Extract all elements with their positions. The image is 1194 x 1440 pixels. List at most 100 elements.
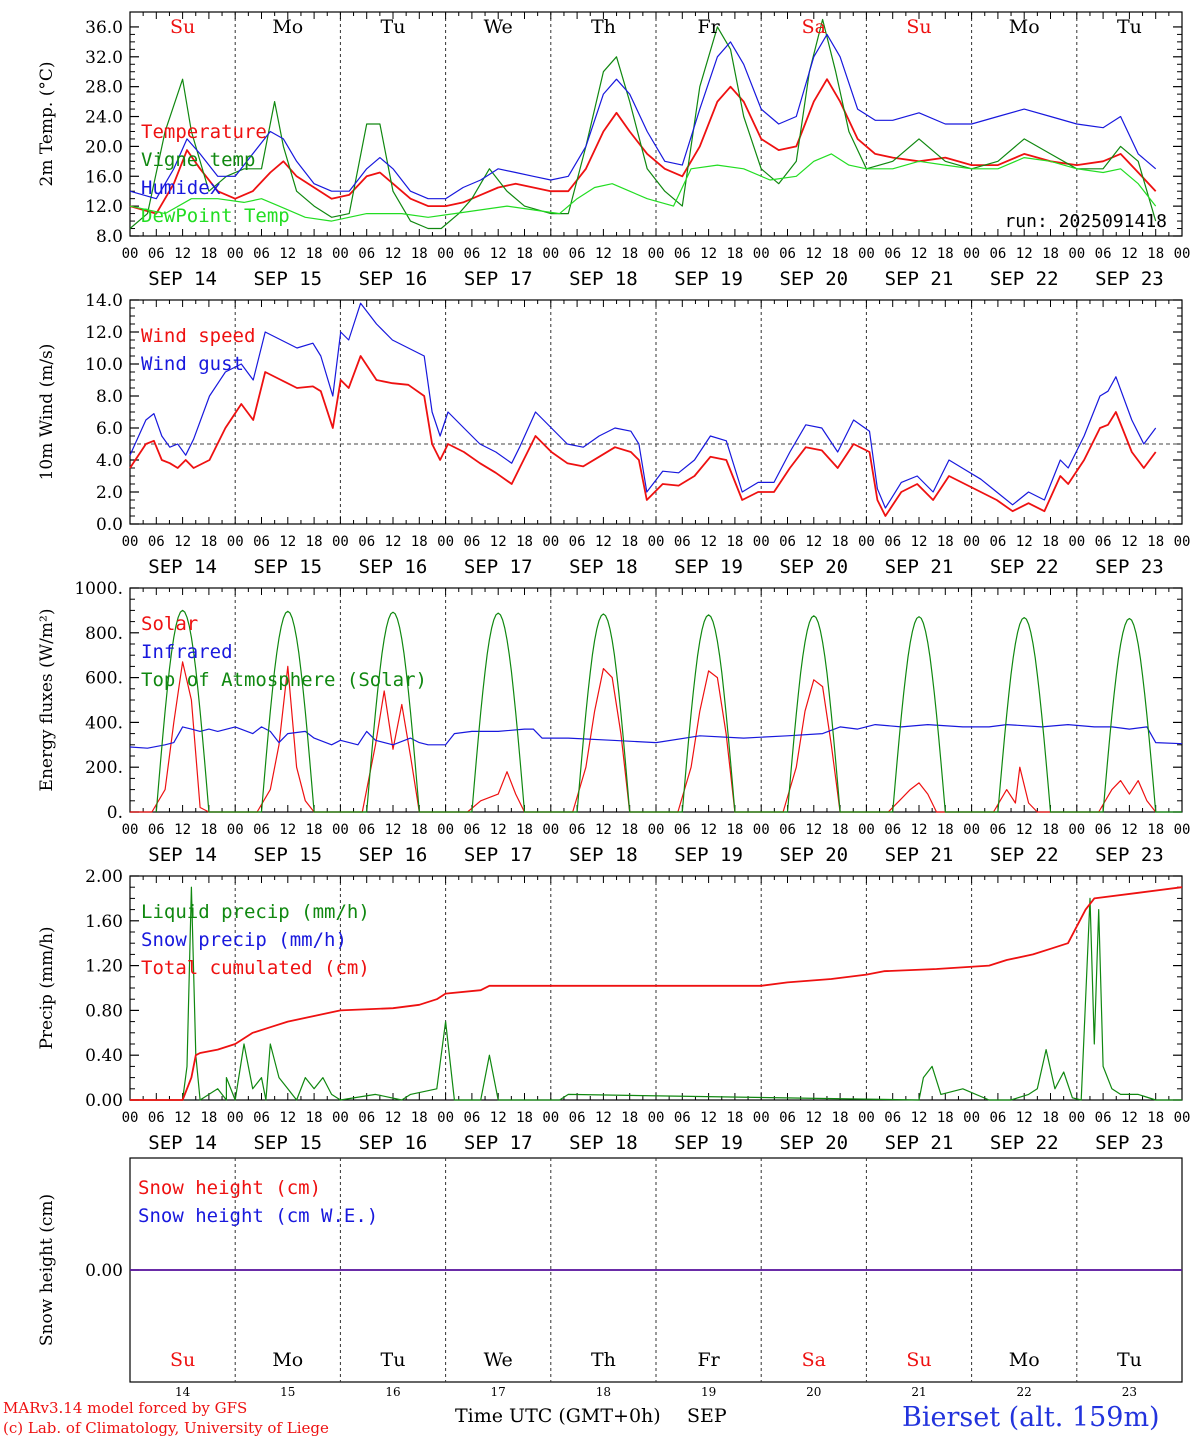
- y-axis-label: Energy fluxes (W/m²): [37, 609, 57, 792]
- hour-tick-label: 12: [911, 534, 928, 550]
- day-number-label: 14: [175, 1385, 191, 1399]
- hour-tick-label: 12: [805, 1110, 822, 1126]
- hour-tick-label: 18: [726, 534, 743, 550]
- y-tick-label: 8.0: [96, 227, 123, 247]
- date-label: SEP 16: [359, 268, 428, 290]
- hour-tick-label: 12: [174, 822, 191, 838]
- hour-tick-label: 18: [306, 1110, 323, 1126]
- legend-entry: Snow precip (mm/h): [141, 929, 347, 951]
- hour-tick-label: 00: [1174, 1110, 1191, 1126]
- hour-tick-label: 12: [1121, 246, 1138, 262]
- hour-tick-label: 18: [516, 822, 533, 838]
- hour-tick-label: 18: [621, 534, 638, 550]
- y-tick-label: 10.0: [85, 355, 123, 375]
- hour-tick-label: 00: [122, 246, 139, 262]
- y-tick-label: 0.00: [85, 1261, 123, 1281]
- date-label: SEP 18: [569, 268, 638, 290]
- hour-tick-label: 06: [884, 534, 901, 550]
- hour-tick-label: 06: [358, 534, 375, 550]
- hour-tick-label: 12: [700, 246, 717, 262]
- hour-tick-label: 18: [200, 1110, 217, 1126]
- hour-tick-label: 00: [858, 1110, 875, 1126]
- hour-tick-label: 00: [122, 1110, 139, 1126]
- legend-entry: Snow height (cm W.E.): [138, 1205, 378, 1227]
- hour-tick-label: 12: [595, 1110, 612, 1126]
- date-label: SEP 15: [253, 1132, 322, 1154]
- weekday-label-top: Sa: [802, 16, 826, 38]
- date-label: SEP 14: [148, 556, 217, 578]
- hour-tick-label: 18: [1147, 1110, 1164, 1126]
- date-label: SEP 22: [990, 556, 1059, 578]
- date-label: SEP 14: [148, 268, 217, 290]
- y-tick-label: 12.0: [85, 197, 123, 217]
- hour-tick-label: 12: [805, 534, 822, 550]
- hour-tick-label: 00: [963, 822, 980, 838]
- day-number-label: 17: [491, 1385, 506, 1399]
- hour-tick-label: 00: [437, 822, 454, 838]
- hour-tick-label: 12: [385, 246, 402, 262]
- date-label: SEP 14: [148, 844, 217, 866]
- series-line-temperature: [129, 18, 1157, 230]
- y-tick-label: 0.40: [85, 1046, 123, 1066]
- date-label: SEP 21: [885, 268, 954, 290]
- hour-tick-label: 12: [805, 822, 822, 838]
- hour-tick-label: 00: [753, 1110, 770, 1126]
- y-tick-label: 600.: [85, 669, 123, 689]
- hour-tick-label: 06: [989, 534, 1006, 550]
- weekday-label-bottom: Mo: [272, 1349, 303, 1371]
- hour-tick-label: 00: [332, 246, 349, 262]
- legend-entry: Total cumulated (cm): [141, 957, 370, 979]
- hour-tick-label: 00: [122, 534, 139, 550]
- date-label: SEP 20: [779, 1132, 848, 1154]
- hour-tick-label: 00: [122, 822, 139, 838]
- date-label: SEP 21: [885, 844, 954, 866]
- y-tick-label: 0.00: [85, 1091, 123, 1111]
- date-label: SEP 20: [779, 556, 848, 578]
- panel-frame-temperature: [129, 11, 1183, 237]
- date-label: SEP 19: [674, 844, 743, 866]
- date-label: SEP 18: [569, 1132, 638, 1154]
- date-label: SEP 22: [990, 844, 1059, 866]
- hour-tick-label: 00: [1174, 822, 1191, 838]
- run-label: run: 2025091418: [1004, 211, 1167, 232]
- hour-tick-label: 00: [542, 246, 559, 262]
- hour-tick-label: 06: [779, 534, 796, 550]
- y-axis-label: Snow height (cm): [37, 1194, 57, 1346]
- hour-tick-label: 06: [463, 246, 480, 262]
- hour-tick-label: 18: [411, 534, 428, 550]
- hour-tick-label: 12: [1121, 822, 1138, 838]
- hour-tick-label: 18: [937, 534, 954, 550]
- hour-tick-label: 00: [858, 822, 875, 838]
- legend-entry: Top of Atmosphere (Solar): [141, 669, 427, 691]
- hour-tick-label: 00: [648, 1110, 665, 1126]
- y-tick-label: 1000.: [74, 579, 123, 599]
- hour-tick-label: 18: [621, 1110, 638, 1126]
- legend-entry: Wind speed: [141, 325, 255, 347]
- y-tick-label: 200.: [85, 758, 123, 778]
- date-label: SEP 19: [674, 1132, 743, 1154]
- weekday-label-top: Su: [170, 16, 195, 38]
- weekday-label-top: Mo: [1009, 16, 1040, 38]
- hour-tick-label: 06: [358, 822, 375, 838]
- hour-tick-label: 12: [595, 822, 612, 838]
- hour-tick-label: 00: [963, 246, 980, 262]
- hour-tick-label: 06: [253, 246, 270, 262]
- y-tick-label: 1.60: [85, 912, 123, 932]
- legend-entry: Solar: [141, 613, 198, 635]
- date-label: SEP 17: [464, 268, 533, 290]
- day-number-label: 19: [701, 1385, 716, 1399]
- y-tick-label: 400.: [85, 713, 123, 733]
- hour-tick-label: 00: [437, 246, 454, 262]
- hour-tick-label: 18: [726, 246, 743, 262]
- hour-tick-label: 00: [332, 822, 349, 838]
- hour-tick-label: 12: [174, 1110, 191, 1126]
- hour-tick-label: 18: [411, 822, 428, 838]
- date-label: SEP 18: [569, 556, 638, 578]
- date-label: SEP 15: [253, 556, 322, 578]
- hour-tick-label: 12: [490, 1110, 507, 1126]
- hour-tick-label: 18: [832, 822, 849, 838]
- hour-tick-label: 12: [385, 822, 402, 838]
- station-label: Bierset (alt. 159m): [902, 1402, 1160, 1433]
- y-tick-label: 2.00: [85, 867, 123, 887]
